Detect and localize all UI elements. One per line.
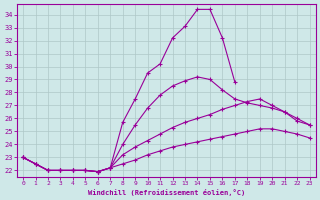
X-axis label: Windchill (Refroidissement éolien,°C): Windchill (Refroidissement éolien,°C) [88, 189, 245, 196]
